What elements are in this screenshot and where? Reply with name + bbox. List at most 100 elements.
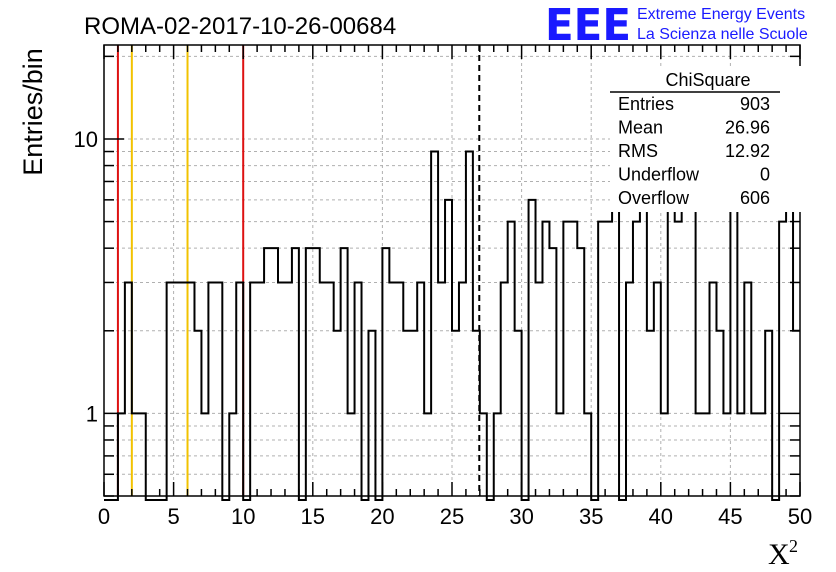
histogram-bin xyxy=(542,222,549,496)
histogram-bin xyxy=(737,413,744,496)
x-axis-label: X 2 xyxy=(768,536,798,571)
histogram-bin xyxy=(278,282,285,496)
histogram-bin xyxy=(668,181,675,496)
histogram-bin xyxy=(612,181,619,496)
histogram-bin xyxy=(368,331,375,496)
x-tick-label: 40 xyxy=(649,504,673,529)
histogram-bin xyxy=(445,200,452,496)
tick-labels: 0 5 10 15 20 25 30 35 40 45 50 1 10 xyxy=(74,127,813,529)
histogram-bin xyxy=(703,413,710,496)
x-tick-label: 20 xyxy=(370,504,394,529)
histogram-bin xyxy=(598,222,605,496)
stats-value: 0 xyxy=(760,165,770,185)
histogram-bin xyxy=(348,413,355,496)
histogram-bin xyxy=(508,222,515,496)
histogram-bin xyxy=(396,282,403,496)
x-tick-label: 10 xyxy=(231,504,255,529)
histogram-bin xyxy=(536,282,543,496)
stats-value: 903 xyxy=(740,94,770,114)
histogram-bin xyxy=(341,248,348,496)
histogram-bin xyxy=(654,282,661,496)
histogram-bin xyxy=(626,282,633,496)
histogram-bin xyxy=(229,413,236,496)
histogram-bin xyxy=(389,282,396,496)
histogram-bin xyxy=(355,282,362,496)
x-tick-label: 0 xyxy=(98,504,110,529)
histogram-bin xyxy=(696,413,703,496)
histogram-bin xyxy=(563,222,570,496)
x-tick-label: 45 xyxy=(718,504,742,529)
histogram-bin xyxy=(661,413,668,496)
logo-line-1: Extreme Energy Events xyxy=(637,6,805,23)
histogram-bin xyxy=(549,248,556,496)
histogram-bin xyxy=(466,152,473,496)
y-axis-label: Entries/bin xyxy=(18,48,48,176)
histogram-bin xyxy=(188,282,195,496)
histogram-bin xyxy=(271,248,278,496)
histogram-bin xyxy=(640,181,647,496)
x-tick-label: 30 xyxy=(509,504,533,529)
stats-label: Mean xyxy=(618,118,663,138)
histogram-bin xyxy=(786,181,793,496)
histogram-bin xyxy=(215,282,222,496)
stats-label: Underflow xyxy=(618,165,700,185)
histogram-bin xyxy=(118,413,125,496)
histogram-bin xyxy=(257,282,264,496)
histogram-bin xyxy=(167,282,174,496)
histogram-bin xyxy=(515,331,522,496)
stats-label: RMS xyxy=(618,141,658,161)
histogram-bin xyxy=(675,222,682,496)
stats-label: Entries xyxy=(618,94,674,114)
histogram-bin xyxy=(473,331,480,496)
stats-name: ChiSquare xyxy=(665,70,750,90)
histogram-bin xyxy=(320,282,327,496)
histogram-bin xyxy=(689,200,696,496)
histogram-bin xyxy=(633,222,640,496)
histogram-bin xyxy=(174,282,181,496)
histogram-bin xyxy=(410,331,417,496)
stats-label: Overflow xyxy=(618,188,690,208)
histogram-bin xyxy=(194,331,201,496)
x-axis-label-main: X xyxy=(768,538,790,571)
histogram-bin xyxy=(334,331,341,496)
stats-box: ChiSquare Entries 903 Mean 26.96 RMS 12.92 Und… xyxy=(610,66,806,212)
x-tick-label: 25 xyxy=(440,504,464,529)
histogram-bin xyxy=(779,222,786,496)
chart-title: ROMA-02-2017-10-26-00684 xyxy=(84,13,396,40)
histogram-bin xyxy=(201,413,208,496)
histogram-bin xyxy=(132,413,139,496)
histogram-bin xyxy=(403,331,410,496)
histogram-bin xyxy=(556,413,563,496)
histogram-bin xyxy=(431,152,438,496)
x-tick-label: 15 xyxy=(301,504,325,529)
histogram-bin xyxy=(250,282,257,496)
y-tick-label: 10 xyxy=(74,127,98,152)
histogram-bin xyxy=(584,413,591,496)
histogram-bin xyxy=(236,282,243,496)
x-tick-label: 35 xyxy=(579,504,603,529)
histogram-bin xyxy=(570,222,577,496)
histogram-bin xyxy=(751,413,758,496)
histogram-bin xyxy=(765,331,772,496)
logo-letters: EEE xyxy=(545,0,631,51)
histogram-bin xyxy=(292,248,299,496)
histogram-bin xyxy=(327,282,334,496)
histogram-bin xyxy=(480,413,487,496)
logo-line-2: La Scienza nelle Scuole xyxy=(637,26,808,43)
histogram-bin xyxy=(577,248,584,496)
eee-logo: EEE Extreme Energy Events La Scienza nel… xyxy=(545,0,808,51)
histogram-bin xyxy=(264,248,271,496)
histogram-bin xyxy=(285,282,292,496)
histogram-bin xyxy=(459,282,466,496)
histogram-bin xyxy=(313,248,320,496)
histogram-bin xyxy=(438,282,445,496)
histogram-bin xyxy=(208,282,215,496)
histogram-bin xyxy=(382,248,389,496)
histogram-bin xyxy=(452,331,459,496)
histogram-bin xyxy=(744,282,751,496)
histogram-bin xyxy=(529,200,536,496)
histogram-bin xyxy=(710,282,717,496)
stats-box-background xyxy=(610,66,806,212)
histogram-bin xyxy=(181,282,188,496)
